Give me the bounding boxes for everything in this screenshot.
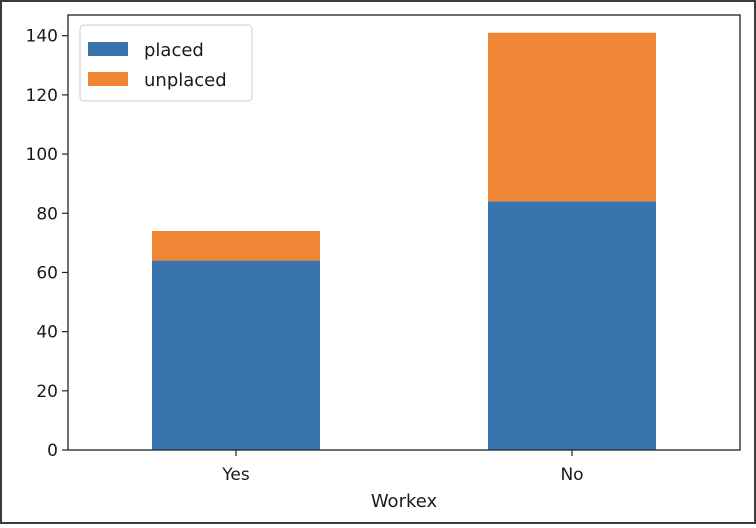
bar-placed-no [488,201,656,450]
y-axis: 0 20 40 60 80 100 120 140 [26,27,68,461]
x-tick-label: No [560,465,583,485]
y-tick-label: 100 [26,145,58,165]
y-tick-label: 120 [26,86,58,106]
y-tick-label: 60 [36,263,58,283]
y-tick-label: 40 [36,323,58,343]
legend-swatch-placed [88,42,128,56]
x-tick-label: Yes [221,465,250,485]
legend-label-placed: placed [144,40,204,61]
legend-swatch-unplaced [88,72,128,86]
y-tick-label: 0 [47,441,58,461]
bars-group [152,32,656,450]
legend: placed unplaced [79,24,253,102]
y-tick-label: 140 [26,27,58,47]
y-tick-label: 20 [36,382,58,402]
bar-placed-yes [152,260,320,450]
axes-frame [67,14,741,451]
y-tick-label: 80 [36,204,58,224]
legend-label-unplaced: unplaced [144,70,227,91]
x-axis-label: Workex [371,491,438,512]
bar-unplaced-yes [152,231,320,261]
bar-unplaced-no [488,32,656,202]
x-axis: Yes No [221,450,584,485]
